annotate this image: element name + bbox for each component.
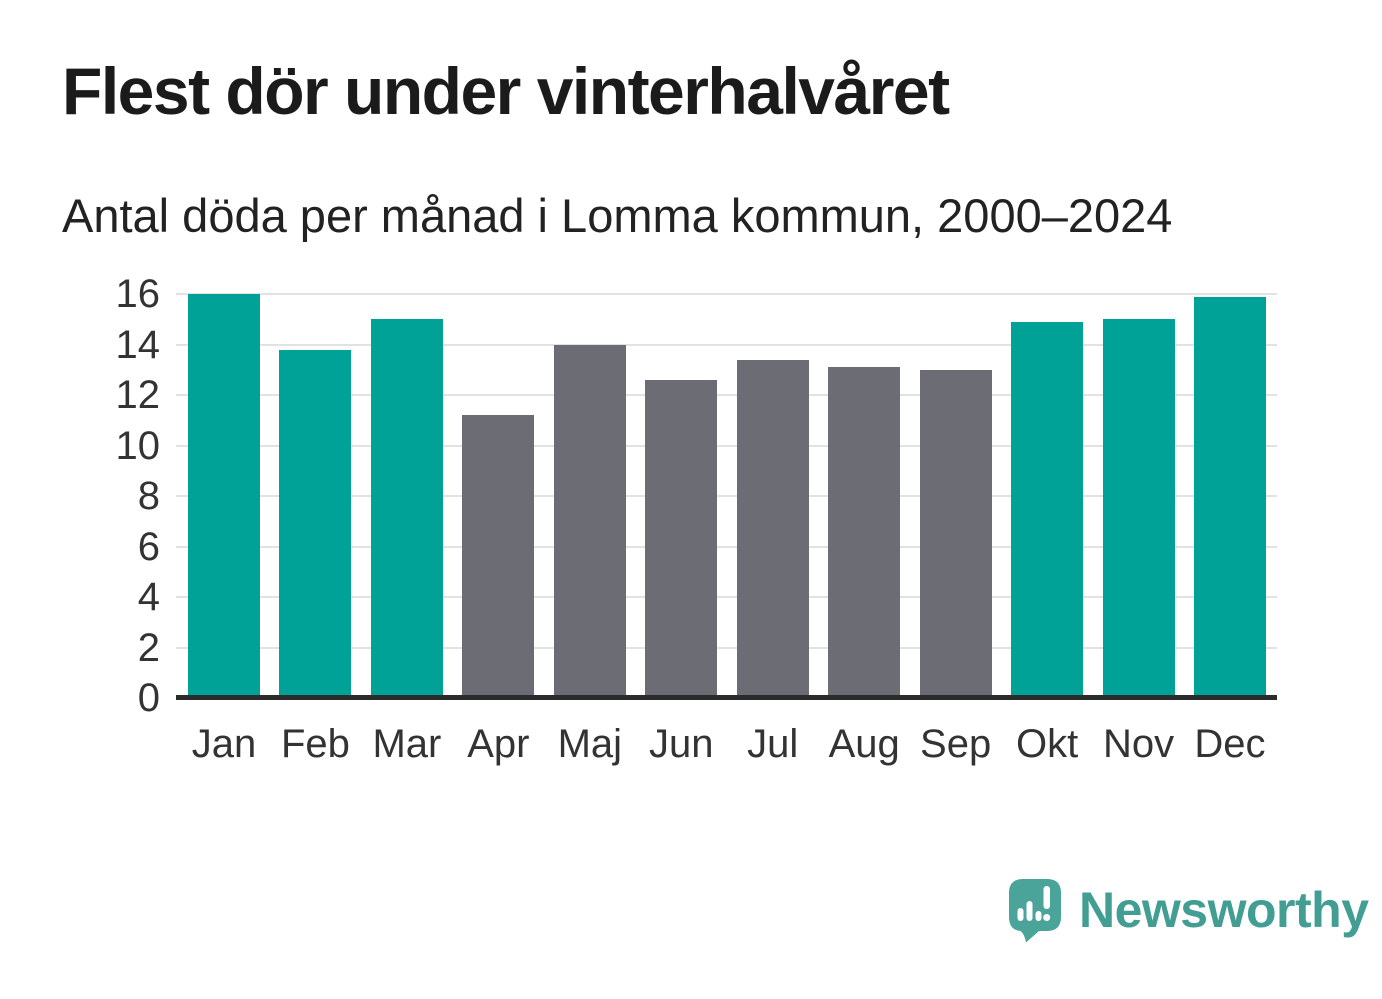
y-tick-label: 8 (137, 474, 160, 518)
gridline (176, 596, 1277, 598)
bar-dec (1193, 296, 1266, 698)
gridline (176, 293, 1277, 295)
y-tick-label: 6 (137, 524, 160, 569)
gridline (176, 495, 1277, 497)
x-tick-label: Maj (557, 722, 623, 766)
x-tick-label: Jul (747, 722, 799, 766)
chart-title: Flest dör under vinterhalvåret (62, 54, 950, 128)
y-tick-label: 14 (115, 322, 161, 367)
y-tick-label: 16 (115, 272, 161, 316)
y-tick-label: 10 (115, 423, 161, 468)
bar-sep (919, 369, 992, 698)
x-axis-line (176, 695, 1277, 700)
x-tick-label: Nov (1102, 722, 1175, 766)
bar-nov (1102, 319, 1175, 698)
x-tick-label: Jan (191, 722, 257, 766)
gridline (176, 646, 1277, 649)
y-tick-label: 2 (137, 625, 160, 670)
x-tick-label: Okt (1015, 722, 1079, 766)
bars-container (188, 294, 1266, 698)
y-axis: 0 2 4 6 8 10 12 14 16 (0, 274, 161, 718)
bar-jun (645, 379, 718, 698)
y-tick-label: 0 (137, 676, 160, 720)
x-tick-label: Dec (1194, 722, 1266, 766)
x-tick-label: Jun (649, 722, 714, 766)
gridline (176, 343, 1277, 346)
bar-apr (462, 415, 535, 698)
x-tick-label: Aug (828, 722, 900, 766)
y-tick-label: 12 (115, 373, 161, 417)
brand-name: Newsworthy (1079, 882, 1369, 938)
newsworthy-logo-icon (1009, 879, 1061, 943)
gridline (176, 444, 1277, 447)
y-tick-label: 4 (137, 575, 160, 619)
bar-mar (370, 319, 443, 698)
x-tick-label: Sep (920, 722, 992, 766)
gridline (176, 394, 1277, 396)
x-axis: Jan Feb Mar Apr Maj Jun Jul Aug Sep Okt Nov Dec (188, 722, 1266, 766)
x-tick-label: Feb (280, 722, 350, 766)
plot-area (176, 293, 1277, 700)
bar-jan (188, 294, 260, 698)
gridline (176, 545, 1277, 548)
chart-subtitle: Antal döda per månad i Lomma kommun, 200… (62, 189, 1173, 242)
bar-okt (1011, 321, 1084, 698)
bar-feb (279, 349, 352, 698)
x-tick-label: Apr (467, 722, 530, 766)
bar-jul (736, 359, 809, 698)
bar-aug (828, 367, 901, 698)
x-tick-label: Mar (372, 722, 442, 766)
bar-maj (553, 344, 626, 698)
brand-footer: Newsworthy (1009, 879, 1369, 943)
